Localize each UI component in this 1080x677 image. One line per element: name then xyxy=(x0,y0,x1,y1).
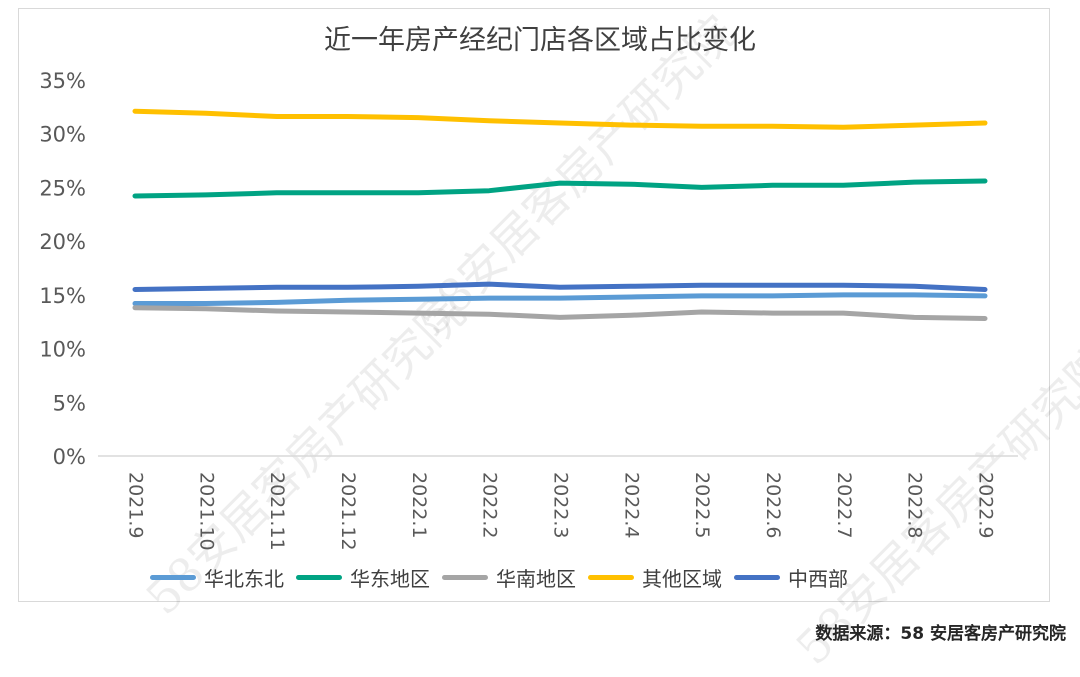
x-tick-label: 2021.12 xyxy=(337,472,359,551)
legend-swatch xyxy=(734,575,780,580)
x-tick-label: 2021.9 xyxy=(125,472,147,538)
x-tick-label: 2022.5 xyxy=(691,472,713,538)
series-line xyxy=(132,178,988,199)
line-chart: 0%5%10%15%20%25%30%35% 2021.9 2021.10 2021… xyxy=(39,69,1018,551)
series-line xyxy=(132,292,988,306)
x-tick-label: 2022.2 xyxy=(479,472,501,538)
x-tick-label: 2022.9 xyxy=(975,472,997,538)
series-line xyxy=(132,281,988,292)
x-tick-label: 2021.10 xyxy=(195,472,217,551)
legend-swatch xyxy=(150,575,196,580)
legend-item: 华东地区 xyxy=(296,563,430,592)
x-tick-label: 2022.6 xyxy=(762,472,784,538)
legend-item: 中西部 xyxy=(734,563,848,592)
y-tick-label: 5% xyxy=(53,391,86,415)
legend: 华北东北 华东地区 华南地区 其他区域 中西部 xyxy=(150,563,950,592)
y-tick-label: 35% xyxy=(39,69,86,93)
x-tick-label: 2021.11 xyxy=(266,472,288,551)
legend-item: 其他区域 xyxy=(588,563,722,592)
legend-swatch xyxy=(588,575,634,580)
x-axis: 2021.9 2021.10 2021.11 2021.12 2022.1 2022.2 2… xyxy=(98,455,1018,551)
x-tick-label: 2022.1 xyxy=(408,472,430,538)
x-tick-label: 2022.4 xyxy=(620,472,642,538)
legend-swatch xyxy=(442,575,488,580)
x-tick-label: 2022.8 xyxy=(904,472,926,538)
y-tick-label: 25% xyxy=(39,176,86,200)
chart-title: 近一年房产经纪门店各区域占比变化 xyxy=(324,25,756,56)
legend-label: 华东地区 xyxy=(350,567,430,591)
series-line xyxy=(132,108,988,130)
y-tick-label: 30% xyxy=(39,123,86,147)
legend-item: 华南地区 xyxy=(442,563,576,592)
y-tick-label: 15% xyxy=(39,284,86,308)
y-tick-label: 0% xyxy=(53,445,86,469)
y-tick-label: 10% xyxy=(39,338,86,362)
legend-label: 华北东北 xyxy=(204,567,284,591)
source-note: 数据来源：58 安居客房产研究院 xyxy=(815,624,1066,644)
x-tick-label: 2022.7 xyxy=(833,472,855,538)
legend-label: 其他区域 xyxy=(642,567,722,591)
y-tick-label: 20% xyxy=(39,230,86,254)
legend-label: 中西部 xyxy=(788,567,848,591)
legend-swatch xyxy=(296,575,342,580)
x-tick-label: 2022.3 xyxy=(550,472,572,538)
legend-item: 华北东北 xyxy=(150,563,284,592)
series-line xyxy=(132,305,988,321)
y-axis: 0% 5% 10% 15% 20% 25% 30% 35% xyxy=(39,69,86,469)
series-lines xyxy=(132,108,988,321)
legend-label: 华南地区 xyxy=(496,567,576,591)
